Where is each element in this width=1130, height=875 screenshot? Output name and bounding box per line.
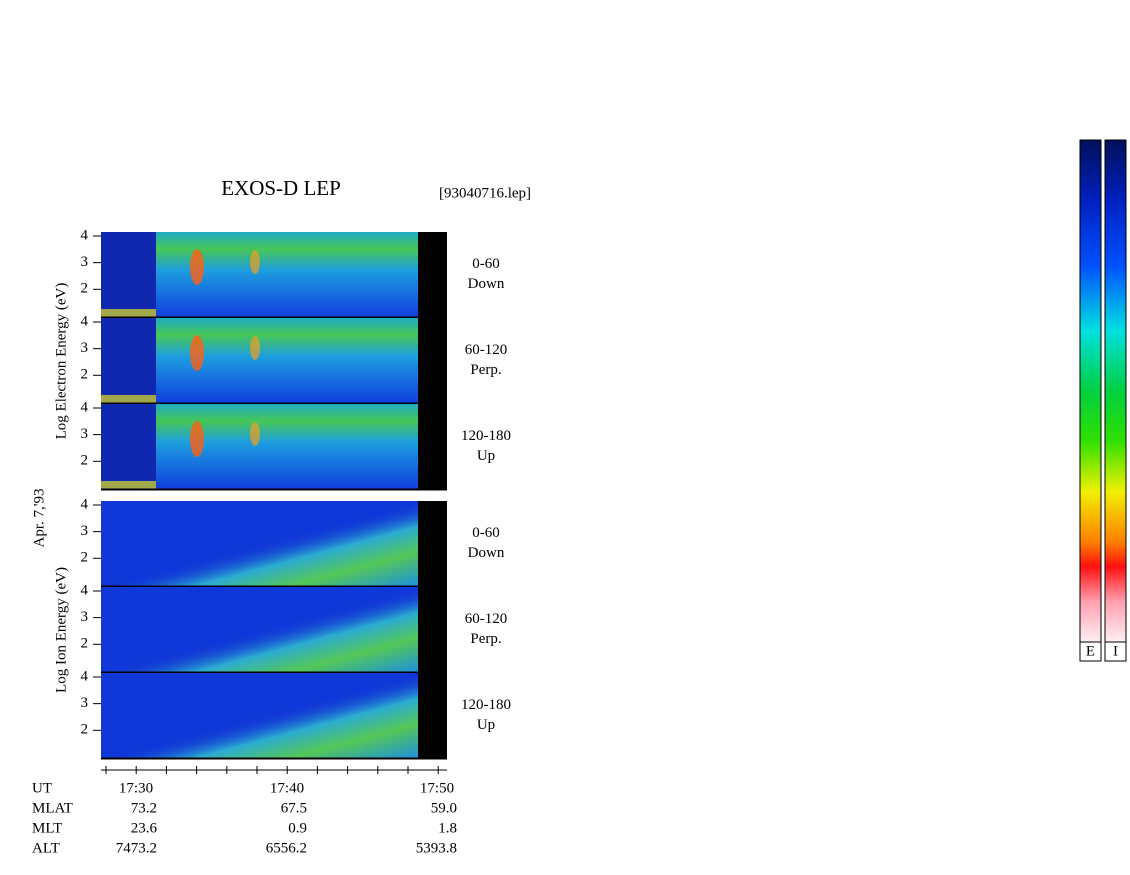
direction-label: Up	[477, 717, 495, 733]
ephemeris-value: 17:30	[119, 780, 153, 796]
ephemeris-value: 7473.2	[116, 840, 157, 856]
y-axis-label: Log Ion Energy (eV)	[53, 567, 69, 693]
angle-label: 0-60	[472, 256, 500, 272]
data-gap	[418, 232, 447, 318]
angle-label: 120-180	[461, 428, 511, 444]
colorbar-label-box	[1104, 641, 1127, 662]
y-tick-label: 4	[81, 227, 89, 243]
data-gap	[418, 673, 447, 759]
date-label: Apr. 7,'93	[31, 489, 47, 548]
y-tick-label: 4	[81, 399, 89, 415]
y-tick-label: 3	[81, 695, 89, 711]
low-band	[101, 395, 156, 403]
y-tick-label: 2	[81, 550, 89, 566]
direction-label: Up	[477, 448, 495, 464]
low-band	[101, 481, 156, 489]
y-tick-label: 3	[81, 609, 89, 625]
direction-label: Down	[468, 276, 505, 292]
colorbar-label: I	[1113, 643, 1118, 659]
direction-label: Down	[468, 545, 505, 561]
angle-label: 120-180	[461, 697, 511, 713]
ephemeris-value: 67.5	[281, 800, 307, 816]
y-tick-label: 4	[81, 496, 89, 512]
ephemeris-name: MLAT	[32, 800, 73, 816]
y-tick-label: 2	[81, 367, 89, 383]
ephemeris-value: 73.2	[131, 800, 157, 816]
colorbar	[1104, 139, 1127, 643]
colorbar-label: E	[1086, 643, 1095, 659]
angle-label: 60-120	[465, 611, 508, 627]
data-gap	[418, 318, 447, 404]
colorbar	[1079, 139, 1102, 643]
y-tick-label: 4	[81, 313, 89, 329]
data-gap	[418, 587, 447, 673]
direction-label: Perp.	[470, 362, 501, 378]
angle-label: 60-120	[465, 342, 508, 358]
direction-label: Perp.	[470, 631, 501, 647]
y-tick-label: 3	[81, 523, 89, 539]
y-tick-label: 2	[81, 281, 89, 297]
panel-darker	[101, 232, 156, 317]
panel-darker	[101, 318, 156, 403]
y-tick-label: 3	[81, 426, 89, 442]
data-gap	[418, 404, 447, 490]
ephemeris-value: 5393.8	[416, 840, 457, 856]
ephemeris-name: ALT	[32, 840, 60, 856]
chart-title: EXOS-D LEP	[221, 176, 341, 200]
y-axis-label: Log Electron Energy (eV)	[53, 283, 69, 440]
hot-spot	[250, 250, 260, 274]
ephemeris-value: 23.6	[131, 820, 158, 836]
ion-band	[101, 501, 418, 586]
hot-spot	[250, 336, 260, 360]
hot-spot	[190, 421, 204, 457]
y-tick-label: 4	[81, 668, 89, 684]
y-tick-label: 3	[81, 254, 89, 270]
colorbar-label-box	[1079, 641, 1102, 662]
ion-band	[101, 587, 418, 672]
y-tick-label: 2	[81, 636, 89, 652]
ephemeris-name: UT	[32, 780, 52, 796]
data-gap	[418, 501, 447, 587]
hot-spot	[190, 335, 204, 371]
y-tick-label: 4	[81, 582, 89, 598]
ephemeris-value: 0.9	[288, 820, 307, 836]
ephemeris-name: MLT	[32, 820, 62, 836]
hot-spot	[190, 249, 204, 285]
y-tick-label: 3	[81, 340, 89, 356]
file-label: [93040716.lep]	[439, 185, 531, 201]
ephemeris-value: 17:40	[270, 780, 304, 796]
low-band	[101, 309, 156, 317]
ephemeris-value: 6556.2	[266, 840, 307, 856]
ephemeris-value: 17:50	[420, 780, 454, 796]
y-tick-label: 2	[81, 722, 89, 738]
angle-label: 0-60	[472, 525, 500, 541]
panel-darker	[101, 404, 156, 489]
ephemeris-value: 59.0	[431, 800, 457, 816]
y-tick-label: 2	[81, 453, 89, 469]
ephemeris-value: 1.8	[438, 820, 457, 836]
hot-spot	[250, 422, 260, 446]
ion-band	[101, 673, 418, 758]
